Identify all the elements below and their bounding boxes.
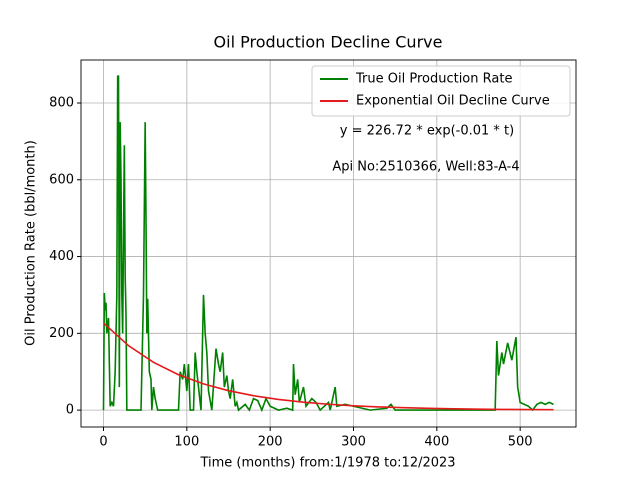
legend-label: Exponential Oil Decline Curve bbox=[356, 94, 550, 109]
x-tick-label: 500 bbox=[508, 435, 533, 450]
y-tick-label: 200 bbox=[49, 326, 74, 341]
x-tick-label: 100 bbox=[174, 435, 199, 450]
y-tick-label: 0 bbox=[66, 403, 74, 418]
plot-frame bbox=[80, 59, 577, 428]
y-axis-label: Oil Production Rate (bbl/month) bbox=[24, 140, 39, 346]
annotation: Api No:2510366, Well:83-A-4 bbox=[332, 160, 519, 175]
legend-box bbox=[311, 65, 571, 117]
y-tick-label: 400 bbox=[49, 249, 74, 264]
x-tick-label: 300 bbox=[341, 435, 366, 450]
chart-title: Oil Production Decline Curve bbox=[214, 33, 443, 52]
x-tick-label: 0 bbox=[99, 435, 107, 450]
x-axis-label: Time (months) from:1/1978 to:12/2023 bbox=[199, 456, 455, 471]
line-series bbox=[102, 322, 554, 411]
line-series bbox=[102, 75, 554, 413]
x-tick-label: 200 bbox=[258, 435, 283, 450]
legend-label: True Oil Production Rate bbox=[355, 72, 512, 87]
annotation: y = 226.72 * exp(-0.01 * t) bbox=[340, 124, 514, 139]
x-tick-label: 400 bbox=[424, 435, 449, 450]
y-tick-label: 600 bbox=[49, 172, 74, 187]
y-tick-label: 800 bbox=[49, 95, 74, 110]
